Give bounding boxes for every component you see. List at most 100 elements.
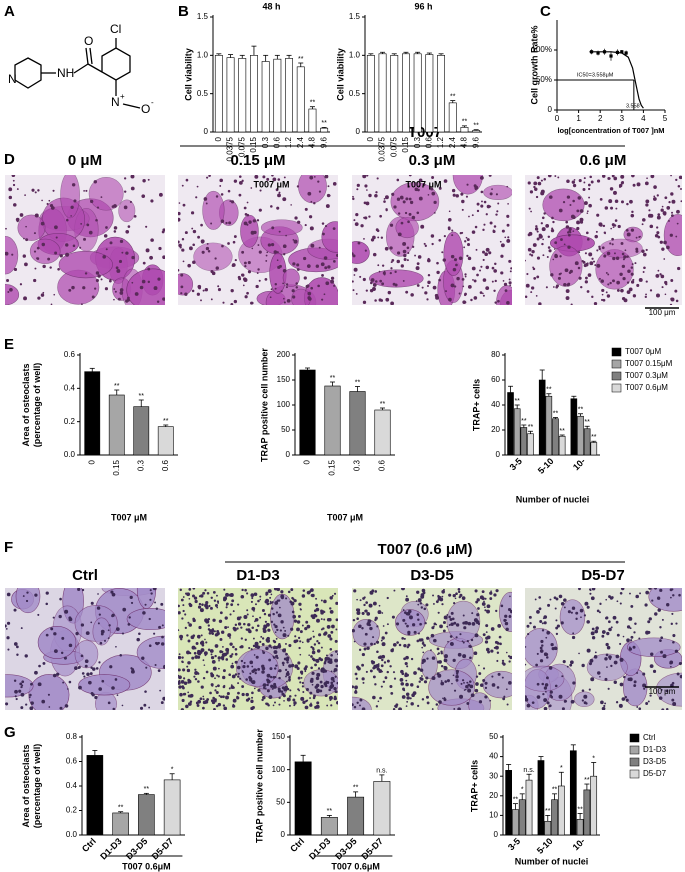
nucleus [196,185,199,188]
nucleus [505,619,507,622]
nucleus [635,594,639,599]
y-axis-label: TRAP+ cells [471,379,481,431]
nucleus [601,630,606,634]
nucleus [280,690,284,693]
nucleus [75,631,79,636]
x-axis-label: T007 μM [253,179,289,189]
nucleus [501,229,505,233]
nucleus [158,246,162,251]
nucleus [141,279,146,284]
nucleus [266,673,271,678]
nucleus [219,650,223,654]
nucleus [237,603,239,606]
nucleus [178,211,181,216]
nucleus [506,214,510,218]
nucleus [579,209,584,213]
nucleus [274,283,278,286]
nucleus [442,258,447,262]
nucleus [610,664,613,668]
nucleus [467,683,471,687]
nucleus [666,206,671,210]
nucleus [285,668,288,672]
nucleus [403,258,407,262]
nucleus [257,268,260,271]
nucleus [381,642,386,647]
nucleus [196,292,200,296]
nucleus [207,624,210,627]
nucleus [485,647,490,652]
nucleus [546,255,549,258]
nucleus [387,290,392,295]
nucleus [605,642,609,647]
nucleus [223,684,226,688]
nucleus [364,632,368,636]
cell [15,588,41,614]
nucleus [438,700,442,704]
significance: * [521,787,524,794]
nucleus [669,303,673,305]
nucleus [333,686,337,691]
nucleus [11,175,16,178]
nucleus [664,196,668,200]
nucleus [245,698,250,702]
nucleus [484,640,489,644]
nucleus [649,224,654,229]
nucleus [594,651,597,654]
nucleus [622,635,625,638]
nucleus [561,707,565,710]
nucleus [655,293,660,298]
nucleus [528,615,532,619]
nucleus [187,263,191,268]
nucleus [246,609,249,612]
nucleus [279,606,281,609]
nucleus [294,635,297,638]
nucleus [405,682,409,687]
nucleus [178,268,180,272]
nucleus [656,596,661,600]
nucleus [239,645,242,649]
nucleus [543,621,547,625]
nucleus [450,284,453,287]
nucleus [526,272,529,276]
nucleus [361,677,365,681]
nucleus [365,670,368,674]
nucleus [19,283,23,286]
nucleus [620,200,624,204]
nucleus [657,269,660,272]
nucleus [425,695,429,699]
nucleus [484,681,488,685]
nucleus [551,216,554,220]
nucleus [583,181,586,184]
nucleus [217,684,220,688]
nucleus [282,268,287,273]
y-tick-label: 0.0 [66,830,78,839]
nucleus [630,635,634,639]
nucleus [671,612,674,615]
cell [118,199,136,223]
nucleus [193,651,197,655]
nucleus [222,695,225,699]
nucleus [295,286,299,289]
nucleus [642,672,646,676]
nucleus [639,235,641,238]
nucleus [285,652,288,656]
y-tick-label: 1.5 [349,12,361,21]
nucleus [24,194,26,196]
nucleus [275,600,278,603]
nucleus [676,209,680,214]
bar [320,127,329,133]
nucleus [671,681,675,685]
nucleus [142,261,146,265]
nucleus [375,280,378,283]
nucleus [441,251,444,254]
cell [5,674,34,698]
nucleus [597,671,601,675]
nucleus [41,242,46,247]
nucleus [333,668,338,672]
nucleus [383,200,386,203]
nucleus [530,291,533,294]
nucleus [495,589,499,593]
nucleus [220,695,223,699]
nucleus [419,677,423,680]
cell [574,691,595,708]
